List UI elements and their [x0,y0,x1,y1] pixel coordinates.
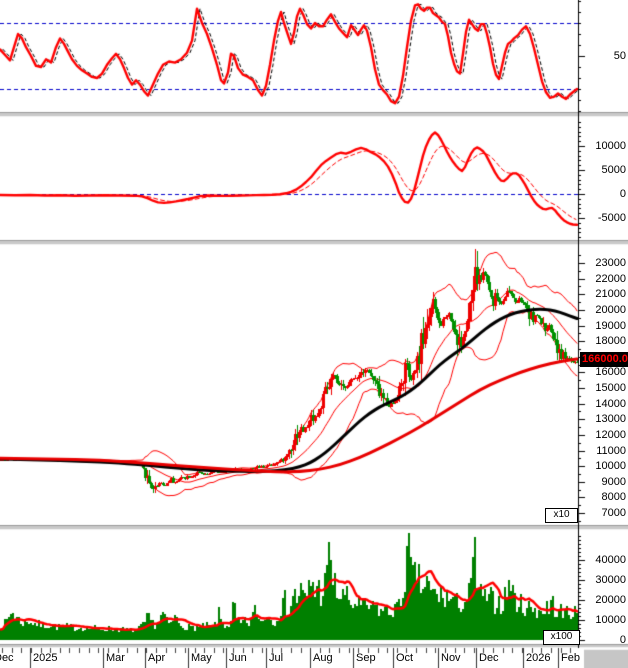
current-price-tag: 166000.00 [580,352,628,367]
volume-axis-multiplier-badge: x100 [543,630,580,645]
price-axis-multiplier-badge: x10 [545,508,578,523]
